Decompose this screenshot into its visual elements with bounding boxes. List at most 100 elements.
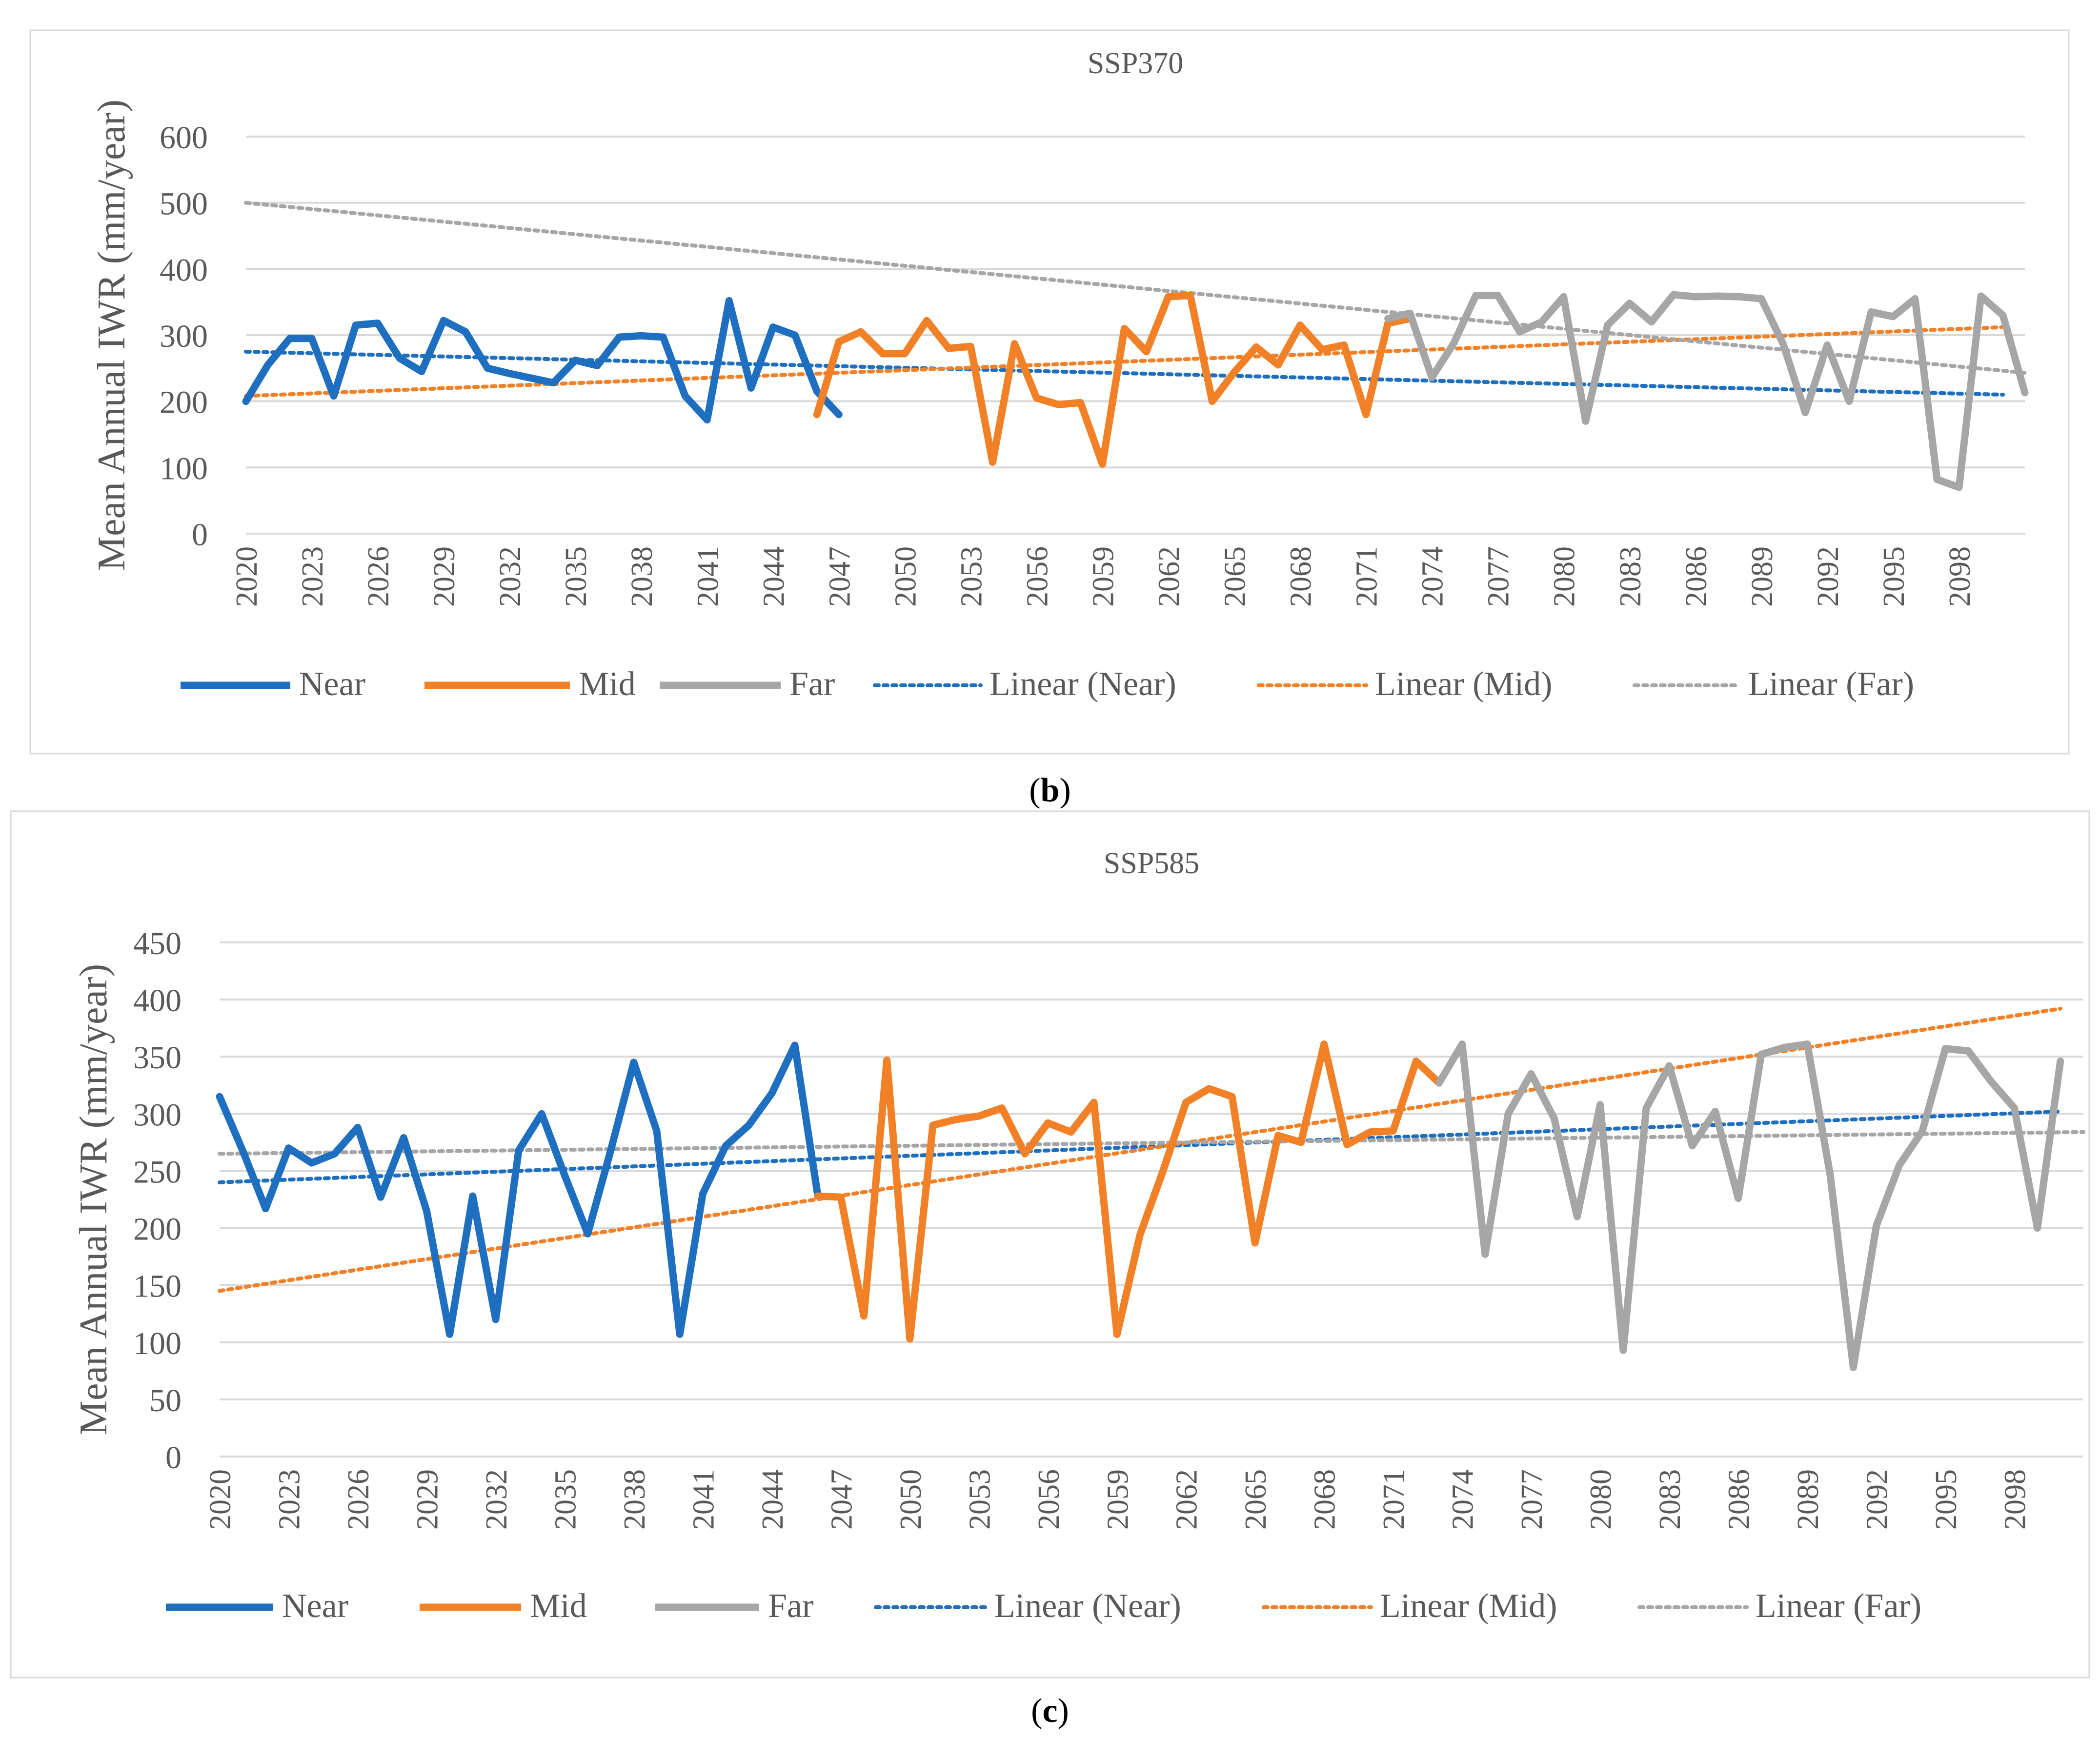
chart-panel-ssp585: SSP585 0 50 100 150 200 250 300 350 400 450 Mean An… — [10, 810, 2090, 1678]
x-tick-label: 2035 — [549, 1469, 582, 1530]
x-tick-label: 2086 — [1723, 1469, 1756, 1530]
y-axis-title: Mean Annual IWR (mm/year) — [90, 100, 133, 571]
legend-label: Linear (Far) — [1748, 665, 1914, 703]
panel-caption: (c) — [1031, 1692, 1069, 1730]
x-tick-label: 2050 — [889, 546, 922, 607]
x-tick-label: 2080 — [1548, 546, 1581, 607]
x-tick-label: 2023 — [296, 546, 329, 607]
y-tick-label: 450 — [133, 926, 182, 961]
x-tick-label: 2086 — [1680, 546, 1713, 607]
x-tick-label: 2065 — [1239, 1469, 1272, 1530]
chart-panel-ssp370: SSP370 0 100 200 300 400 500 600 Mean Annual IWR… — [29, 29, 2070, 755]
caption-letter: c — [1042, 1692, 1057, 1730]
legend-label: Near — [299, 665, 365, 703]
chart-border — [10, 810, 2090, 1678]
caption-paren-close: ) — [1059, 772, 1070, 809]
y-tick-label: 200 — [160, 385, 208, 420]
y-tick-label: 350 — [133, 1040, 182, 1076]
x-tick-label: 2056 — [1032, 1469, 1066, 1530]
x-tick-label: 2023 — [273, 1469, 306, 1530]
panel-caption: (b) — [1029, 772, 1071, 809]
x-tick-label: 2047 — [825, 1469, 858, 1530]
x-tick-label: 2032 — [480, 1469, 513, 1530]
y-tick-label: 300 — [133, 1097, 182, 1133]
trendline-linear-near — [244, 349, 2005, 397]
x-tick-label: 2059 — [1087, 546, 1120, 607]
x-tick-label: 2089 — [1792, 1469, 1825, 1530]
x-tick-label: 2065 — [1219, 546, 1252, 607]
x-tick-label: 2020 — [204, 1469, 237, 1530]
x-tick-label: 2089 — [1746, 546, 1779, 607]
y-tick-label: 100 — [160, 451, 208, 486]
x-tick-label: 2077 — [1482, 546, 1515, 607]
series-line-far — [1384, 291, 2029, 491]
y-tick-label: 200 — [133, 1212, 182, 1247]
x-tick-label: 2026 — [342, 1469, 375, 1530]
series-line-near — [242, 297, 843, 424]
chart-title: SSP370 — [1088, 47, 1183, 80]
x-tick-label: 2062 — [1171, 1469, 1204, 1530]
x-tick-label: 2020 — [230, 546, 263, 607]
x-tick-label: 2062 — [1153, 546, 1186, 607]
y-tick-label: 250 — [133, 1154, 182, 1190]
legend-label: Far — [768, 1587, 813, 1625]
chart-title: SSP585 — [1104, 847, 1199, 880]
y-tick-label: 600 — [160, 120, 208, 156]
trendline-linear-mid — [218, 1006, 2062, 1293]
legend: Near Mid Far Linear (Near) Linear (Mid) Linea… — [166, 1587, 1921, 1625]
x-tick-label: 2059 — [1101, 1469, 1134, 1530]
x-tick-label: 2026 — [362, 546, 395, 607]
y-tick-label: 500 — [160, 186, 208, 222]
x-tick-label: 2047 — [823, 546, 856, 607]
x-tick-label: 2041 — [691, 546, 725, 607]
legend: Near Mid Far Linear (Near) Linear (Mid) Linea… — [181, 665, 1914, 703]
x-tick-label: 2098 — [1999, 1469, 2032, 1530]
legend-label: Near — [282, 1587, 348, 1625]
x-tick-label: 2083 — [1614, 546, 1647, 607]
x-tick-label: 2029 — [428, 546, 461, 607]
x-tick-label: 2080 — [1585, 1469, 1618, 1530]
x-tick-label: 2035 — [560, 546, 593, 607]
x-tick-label: 2074 — [1447, 1469, 1480, 1530]
legend-label: Linear (Near) — [989, 665, 1176, 703]
x-tick-label: 2068 — [1309, 1469, 1342, 1530]
legend-label: Linear (Far) — [1756, 1587, 1921, 1625]
x-tick-label: 2032 — [494, 546, 527, 607]
x-tick-label: 2038 — [626, 546, 659, 607]
legend-label: Far — [789, 665, 835, 703]
y-tick-label: 400 — [160, 252, 208, 288]
legend-label: Mid — [530, 1587, 587, 1625]
x-tick-label: 2077 — [1515, 1469, 1549, 1530]
y-tick-label: 100 — [133, 1326, 182, 1361]
y-tick-label: 0 — [165, 1440, 182, 1476]
series-line-mid — [814, 1040, 1443, 1343]
legend-label: Mid — [579, 665, 636, 703]
caption-paren-open: ( — [1029, 772, 1040, 809]
x-tick-label: 2044 — [757, 546, 790, 607]
x-tick-label: 2098 — [1943, 546, 1977, 607]
x-tick-label: 2071 — [1351, 546, 1384, 607]
x-tick-label: 2074 — [1416, 546, 1450, 607]
y-tick-label: 300 — [160, 319, 208, 354]
caption-paren-close: ) — [1058, 1692, 1069, 1730]
trendline-linear-far — [244, 200, 2027, 375]
caption-letter: b — [1041, 772, 1060, 809]
x-tick-label: 2092 — [1812, 546, 1845, 607]
y-tick-label: 400 — [133, 983, 182, 1019]
trendline-linear-far — [218, 1130, 2085, 1156]
x-tick-label: 2056 — [1021, 546, 1054, 607]
series-line-mid — [813, 292, 1414, 468]
y-axis-title: Mean Annual IWR (mm/year) — [72, 964, 115, 1435]
legend-label: Linear (Near) — [994, 1587, 1181, 1625]
x-tick-label: 2071 — [1377, 1469, 1411, 1530]
x-tick-label: 2038 — [618, 1469, 651, 1530]
x-tick-label: 2068 — [1285, 546, 1318, 607]
x-tick-label: 2083 — [1654, 1469, 1687, 1530]
legend-label: Linear (Mid) — [1375, 665, 1552, 703]
x-tick-label: 2044 — [756, 1469, 789, 1530]
series-line-near — [216, 1041, 822, 1338]
x-tick-label: 2050 — [894, 1469, 928, 1530]
x-tick-label: 2053 — [955, 546, 988, 607]
y-tick-label: 0 — [192, 517, 208, 553]
